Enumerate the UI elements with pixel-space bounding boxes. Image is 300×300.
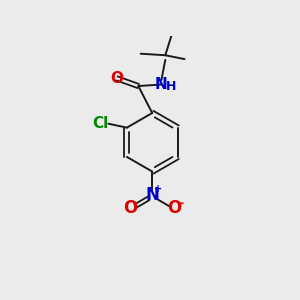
Text: N: N — [155, 77, 168, 92]
Text: Cl: Cl — [93, 116, 109, 131]
Text: O: O — [167, 200, 181, 217]
Text: +: + — [154, 184, 162, 194]
Text: O: O — [124, 200, 138, 217]
Text: -: - — [178, 197, 183, 210]
Text: O: O — [110, 71, 123, 86]
Text: N: N — [145, 186, 159, 204]
Text: H: H — [166, 80, 176, 92]
